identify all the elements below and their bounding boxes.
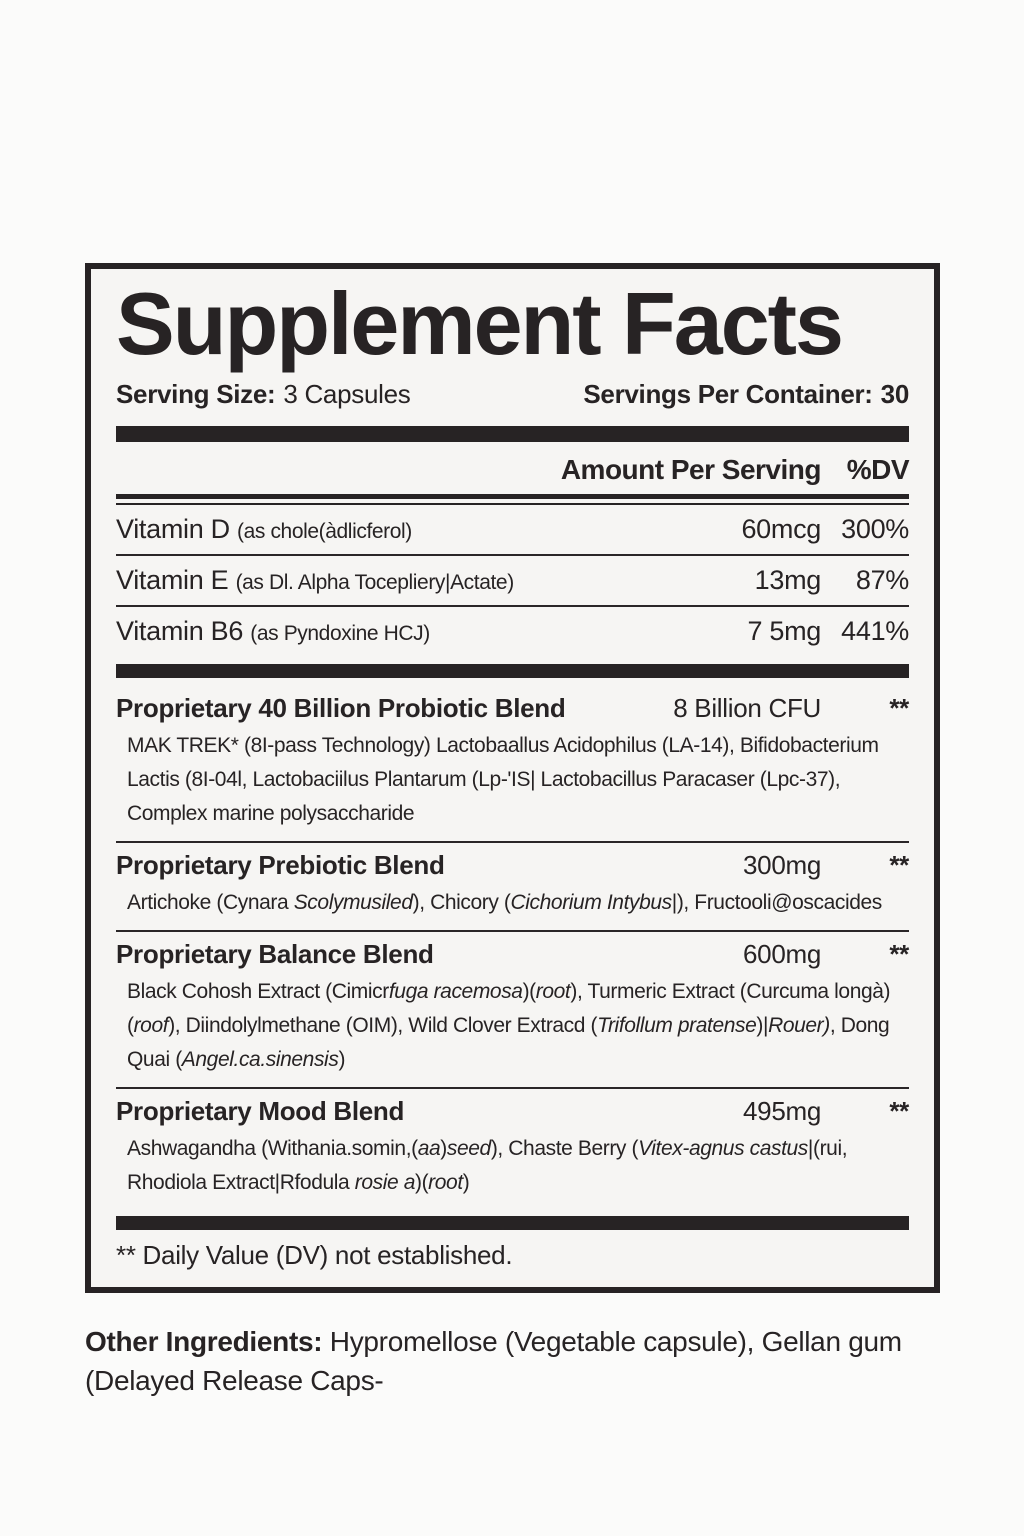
servings-per-container-label: Servings Per Container: [583,378,873,409]
vitamin-name: Vitamin D (as chole(àdlicferol) [116,513,412,544]
section-rule [116,1086,909,1089]
supplement-facts-label: Supplement Facts Serving Size: 3 Capsules… [85,263,940,1293]
vitamin-row-b6: Vitamin B6 (as Pyndoxine HCJ) 7 5mg 441% [116,607,909,656]
serving-info-row: Serving Size: 3 Capsules Servings Per Con… [116,379,909,410]
dv-header: %DV [846,453,910,485]
blend-description: Artichoke (Cynara Scolymusiled), Chicory… [127,890,882,914]
label-title: Supplement Facts [116,274,844,373]
row-rule [116,604,909,607]
vitamin-row-d: Vitamin D (as chole(àdlicferol) 60mcg 30… [116,505,909,554]
section-rule [116,929,909,932]
blend-dv: ** [889,849,909,880]
servings-per-container-value: 30 [880,378,910,409]
daily-value-footnote: ** Daily Value (DV) not established. [116,1239,513,1270]
blend-header: Proprietary Prebiotic Blend 300mg ** [116,850,909,881]
servings-per-container: Servings Per Container: 30 [583,379,909,410]
blend-name: Proprietary 40 Billion Probiotic Blend [116,692,566,723]
blend-description: Black Cohosh Extract (Cimicrfuga racemos… [127,979,891,1071]
vitamin-amount: 60mcg [741,513,821,544]
blend-header: Proprietary Balance Blend 600mg ** [116,939,909,970]
vitamin-amount: 13mg [754,564,822,595]
blend-description: MAK TREK* (8I-pass Technology) Lactobaal… [127,733,879,825]
vitamin-dv: 87% [855,564,909,595]
thick-divider-top [116,425,909,442]
blend-dv: ** [889,692,909,723]
vitamin-name: Vitamin B6 (as Pyndoxine HCJ) [116,615,430,646]
vitamin-amount: 7 5mg [747,615,821,646]
vitamin-row-e: Vitamin E (as Dl. Alpha Tocepliery|Actat… [116,556,909,605]
blend-dv: ** [889,1095,909,1126]
serving-size: Serving Size: 3 Capsules [116,378,411,410]
blend-section-balance: Proprietary Balance Blend 600mg ** Black… [116,932,909,1087]
blend-section-prebiotic: Proprietary Prebiotic Blend 300mg ** Art… [116,843,909,930]
blend-dv: ** [889,938,909,969]
amount-per-serving-header: Amount Per Serving [560,453,822,485]
blend-amount: 495mg [743,1095,821,1126]
blend-header: Proprietary 40 Billion Probiotic Blend 8… [116,693,909,724]
vitamin-detail: (as Pyndoxine HCJ) [250,621,430,645]
row-rule [116,553,909,556]
vitamin-detail: (as Dl. Alpha Tocepliery|Actate) [235,570,515,594]
blend-name: Proprietary Prebiotic Blend [116,849,445,880]
blend-section-mood: Proprietary Mood Blend 495mg ** Ashwagan… [116,1089,909,1210]
blend-amount: 300mg [743,849,821,880]
blend-description: Ashwagandha (Withania.somin,(aa)seed), C… [127,1136,848,1194]
other-ingredients-label: Other Ingredients: [85,1326,323,1357]
vitamin-dv: 441% [841,615,909,646]
thick-divider-bottom [116,1215,909,1230]
other-ingredients: Other Ingredients: Hypromellose (Vegetab… [85,1322,951,1400]
vitamin-name: Vitamin E (as Dl. Alpha Tocepliery|Actat… [116,564,515,595]
blend-amount: 600mg [743,938,821,969]
other-ingredients-text: Hypromellose (Vegetable capsule), Gellan… [85,1326,902,1396]
blend-amount: 8 Billion CFU [673,692,821,723]
blend-name: Proprietary Balance Blend [116,938,434,969]
header-rule [116,493,909,505]
vitamin-dv: 300% [841,513,909,544]
blend-section-probiotic: Proprietary 40 Billion Probiotic Blend 8… [116,686,909,841]
column-header-row: Amount Per Serving %DV [116,453,910,486]
serving-size-label: Serving Size: [116,378,276,409]
section-rule [116,840,909,843]
vitamin-detail: (as chole(àdlicferol) [237,519,412,543]
blend-header: Proprietary Mood Blend 495mg ** [116,1096,909,1127]
blend-name: Proprietary Mood Blend [116,1095,405,1126]
thick-divider-middle [116,663,909,678]
serving-size-value: 3 Capsules [283,378,411,409]
